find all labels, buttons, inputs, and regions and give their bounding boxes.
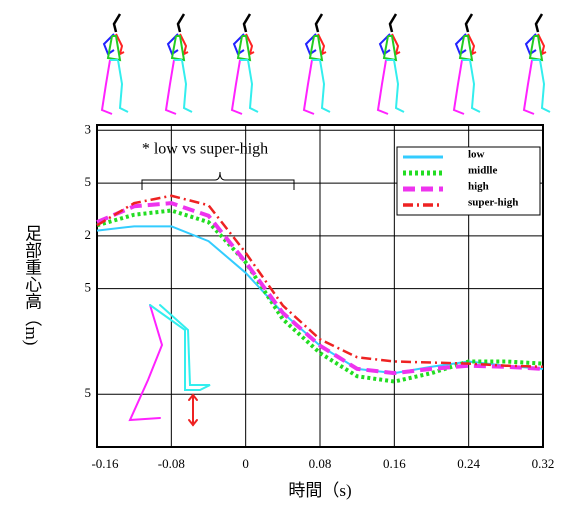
stick-figures xyxy=(100,12,552,116)
x-tick-label: 0.16 xyxy=(383,456,406,471)
legend-label: super-high xyxy=(468,197,518,209)
x-tick-label: -0.08 xyxy=(158,456,185,471)
y-tick-label: 5 xyxy=(85,280,92,295)
stick-figure xyxy=(164,12,194,116)
series-line xyxy=(96,201,544,376)
x-tick-label: -0.16 xyxy=(91,456,119,471)
x-tick-label: 0 xyxy=(242,456,249,471)
y-tick-label: 5 xyxy=(85,385,92,400)
stick-figure xyxy=(230,12,260,116)
legend: low midlle high super-high xyxy=(396,146,541,216)
annotation: * low vs super-high xyxy=(142,141,268,158)
x-tick-label: 0.32 xyxy=(532,456,555,471)
plot-area: -0.16 -0.08 0 0.08 0.16 0.24 0.32 3 5 2 5 5 xyxy=(85,121,555,471)
x-tick-label: 0.24 xyxy=(457,456,480,471)
series-line xyxy=(96,194,544,369)
legend-label: midlle xyxy=(468,165,497,177)
annotation-bracket xyxy=(141,171,295,190)
y-tick-label: 5 xyxy=(85,174,92,189)
inset-figure xyxy=(128,304,211,427)
stick-figure xyxy=(376,12,406,116)
x-axis-label: 時間（s) xyxy=(288,481,351,500)
stick-figure xyxy=(522,12,552,116)
series-line xyxy=(96,208,544,384)
x-tick-label: 0.08 xyxy=(309,456,332,471)
y-tick-label: 3 xyxy=(85,121,92,136)
stick-figure xyxy=(452,12,482,116)
plot-frame xyxy=(96,124,544,448)
legend-label: low xyxy=(468,149,485,161)
legend-label: high xyxy=(468,181,489,193)
y-axis-label: 足部重心高（m) xyxy=(22,225,42,346)
stick-figure xyxy=(302,12,332,116)
y-tick-label: 2 xyxy=(85,227,92,242)
stick-figure xyxy=(100,12,130,116)
